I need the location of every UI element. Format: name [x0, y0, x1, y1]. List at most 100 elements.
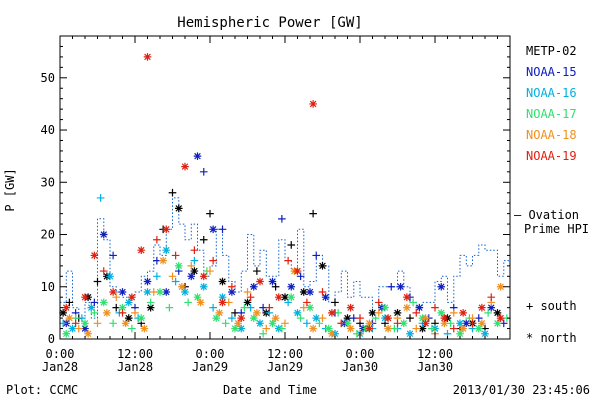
y-axis-ticks: 0 10 20 30 40 50: [41, 35, 510, 346]
data-point: [456, 329, 464, 338]
data-point: [190, 246, 199, 254]
data-point: [199, 168, 208, 176]
data-point: [168, 188, 177, 197]
data-point: [243, 288, 252, 296]
data-point: [484, 309, 492, 317]
data-point: [312, 314, 321, 322]
data-point: [81, 293, 89, 302]
data-point: [168, 272, 177, 281]
data-point: [406, 329, 414, 338]
data-point: [284, 298, 292, 307]
data-point: [278, 324, 286, 333]
data-point: [143, 277, 152, 286]
data-point: [428, 324, 436, 333]
data-point: [396, 282, 405, 291]
data-point: [237, 314, 246, 322]
data-point: [118, 309, 127, 317]
data-point: [331, 298, 339, 307]
data-point: [65, 298, 74, 307]
data-point: [121, 319, 130, 328]
ovation-legend-line1: — Ovation: [514, 208, 579, 222]
x-tick-label-time: 0:00: [346, 347, 375, 361]
ovation-legend-line2: Prime HPI: [524, 222, 589, 236]
data-point: [196, 298, 205, 307]
data-point: [449, 324, 458, 333]
data-point: [187, 272, 196, 281]
data-point: [124, 298, 133, 307]
data-point: [162, 246, 171, 254]
data-point: [299, 303, 308, 312]
data-point: [478, 303, 486, 312]
data-point: [299, 288, 308, 296]
data-point: [215, 309, 224, 317]
data-point: [228, 288, 236, 296]
data-point: [181, 162, 189, 171]
data-point: [284, 256, 292, 265]
legend-noaa-15: NOAA-15: [526, 65, 577, 79]
data-point: [199, 272, 208, 281]
data-point: [421, 319, 430, 328]
data-point: [318, 262, 327, 270]
data-point: [381, 303, 389, 312]
data-point: [365, 324, 374, 333]
data-point: [153, 272, 161, 281]
data-point: [487, 293, 496, 302]
data-point: [318, 314, 327, 322]
data-point: [462, 319, 471, 328]
y-axis-label: P [GW]: [3, 168, 17, 211]
data-point: [137, 314, 146, 322]
data-point: [468, 319, 477, 328]
data-point: [412, 324, 421, 333]
data-point: [81, 319, 89, 328]
data-point: [234, 319, 242, 328]
data-point: [418, 324, 427, 333]
data-point: [165, 303, 174, 312]
data-point: [303, 298, 311, 307]
data-point: [309, 209, 317, 218]
data-point: [496, 314, 505, 322]
data-point: [162, 288, 171, 296]
data-point: [271, 282, 280, 291]
data-point: [71, 319, 80, 328]
data-point: [374, 298, 383, 307]
data-point: [249, 314, 258, 322]
data-point: [109, 288, 117, 296]
series-noaa-19: [62, 53, 505, 333]
data-point: [118, 288, 127, 296]
data-point: [346, 324, 355, 333]
legend-noaa-19: NOAA-19: [526, 149, 577, 163]
data-point: [309, 324, 317, 333]
data-point: [212, 314, 221, 322]
data-point: [137, 246, 146, 254]
footer-right: 2013/01/30 23:45:06: [453, 383, 590, 397]
data-point: [328, 309, 336, 317]
y-tick-label: 50: [41, 71, 55, 85]
data-point: [231, 324, 239, 333]
data-point: [181, 288, 189, 296]
data-point: [343, 319, 352, 328]
data-point: [109, 251, 117, 260]
data-point: [206, 209, 214, 218]
data-point: [171, 277, 180, 286]
data-point: [228, 282, 236, 291]
data-point: [393, 309, 402, 317]
data-point: [268, 277, 277, 286]
data-point: [393, 319, 402, 328]
data-points: [59, 53, 511, 338]
data-point: [256, 277, 264, 286]
data-point: [387, 282, 396, 291]
data-point: [81, 324, 89, 333]
series-noaa-18: [65, 256, 505, 338]
data-point: [449, 309, 458, 317]
data-point: [90, 309, 99, 317]
data-point: [109, 319, 117, 328]
data-point: [456, 319, 464, 328]
data-point: [249, 282, 258, 291]
data-point: [384, 314, 392, 322]
data-point: [221, 319, 230, 328]
data-point: [187, 262, 196, 270]
data-point: [481, 329, 489, 338]
data-point: [74, 324, 83, 333]
data-point: [346, 303, 355, 312]
data-point: [399, 319, 408, 328]
